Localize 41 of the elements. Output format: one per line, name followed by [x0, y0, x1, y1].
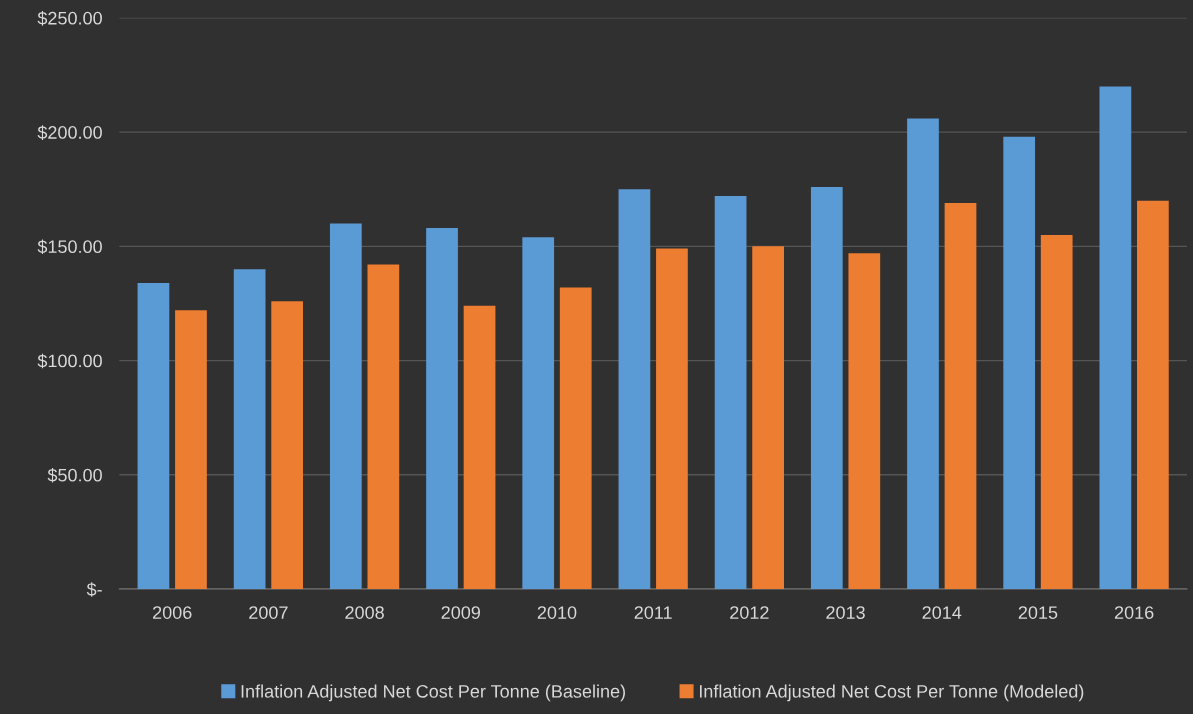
x-tick-label: 2008 [345, 606, 384, 619]
bar [944, 202, 977, 590]
bar [522, 237, 555, 590]
bar [329, 223, 362, 590]
bar [426, 228, 458, 590]
x-tick-label: 2011 [634, 606, 672, 619]
bar [137, 282, 170, 590]
y-tick-label: $200.00 [37, 125, 102, 140]
x-tick-label: 2012 [730, 606, 769, 619]
y-tick-label: $150.00 [37, 239, 102, 255]
bar [848, 253, 881, 590]
bar [1003, 136, 1036, 590]
bar [810, 186, 843, 590]
x-tick-label: 2014 [922, 606, 962, 619]
legend-label: Inflation Adjusted Net Cost Per Tonne (Modeled) [699, 684, 1084, 702]
x-tick-label: 2010 [537, 606, 577, 619]
y-tick-label: $- [86, 582, 102, 597]
bar [559, 287, 592, 590]
y-tick-label: $50.00 [47, 467, 102, 483]
bar [1137, 200, 1169, 590]
x-tick-label: 2016 [1114, 606, 1154, 619]
x-tick-label: 2009 [441, 606, 481, 619]
bar [233, 269, 266, 590]
bar [714, 196, 747, 590]
bar [463, 305, 496, 590]
y-tick-label: $250.00 [37, 11, 102, 26]
x-tick-label: 2015 [1018, 606, 1058, 619]
bar [1040, 234, 1073, 590]
bar [618, 189, 651, 590]
bar [271, 301, 304, 590]
bar [175, 310, 207, 590]
bar [367, 264, 400, 590]
bar [1099, 86, 1132, 590]
bar [907, 118, 939, 590]
x-tick-label: 2007 [249, 606, 288, 619]
x-tick-label: 2006 [153, 606, 192, 619]
x-tick-label: 2013 [826, 606, 865, 619]
bar [656, 248, 688, 590]
bar [752, 246, 784, 590]
y-tick-label: $100.00 [37, 353, 102, 369]
legend-label: Inflation Adjusted Net Cost Per Tonne (Baseline) [241, 684, 625, 702]
